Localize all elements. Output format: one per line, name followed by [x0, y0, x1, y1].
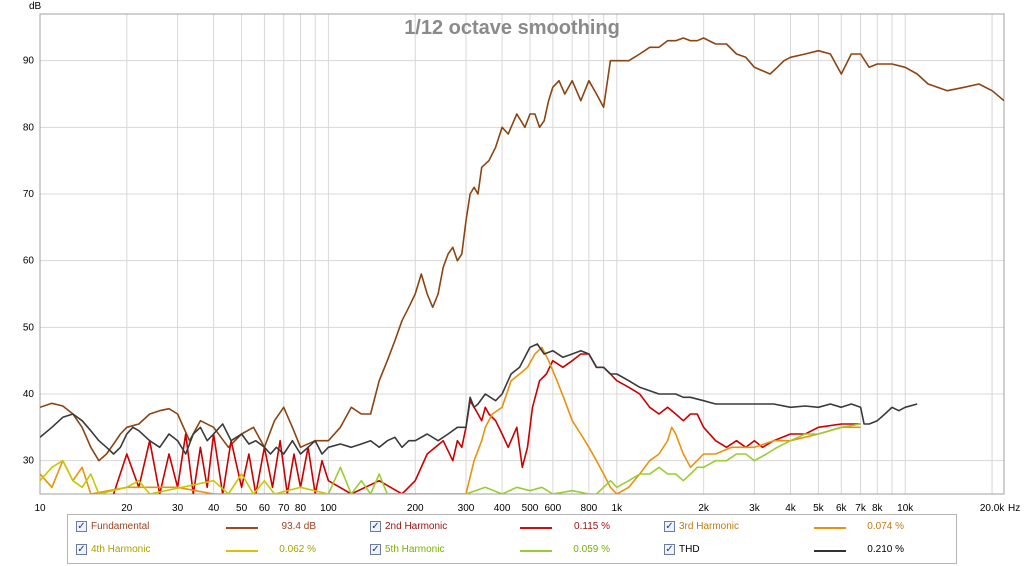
x-tick-label: 4k	[785, 503, 797, 512]
x-tick-label: 400	[494, 503, 511, 512]
y-tick-label: 90	[23, 56, 35, 67]
legend-value: 93.4 dB	[281, 521, 316, 532]
x-tick-labels: 10 20 30 40 50 60 70 80 100 200 300 400 500 600 800 1k 2…	[34, 503, 1005, 512]
legend-series-name: THD	[679, 544, 700, 555]
x-tick-label: 80	[295, 503, 307, 512]
y-tick-labels: 30 40 50 60 70 80 90	[23, 56, 35, 467]
x-tick-label: 20	[121, 503, 133, 512]
grid	[40, 14, 1004, 494]
legend: ✓ Fundamental 93.4 dB ✓ 2nd Harmonic 0.115 % ✓…	[67, 514, 957, 564]
legend-checkbox[interactable]: ✓	[370, 544, 381, 555]
series-line-thd	[40, 343, 918, 455]
legend-swatch	[814, 550, 846, 552]
x-tick-label: 20.0k	[980, 503, 1005, 512]
x-tick-label: 100	[320, 503, 337, 512]
x-tick-label: 7k	[855, 503, 867, 512]
x-tick-label: 600	[544, 503, 561, 512]
x-tick-label: 10	[34, 503, 46, 512]
legend-series-name: 4th Harmonic	[91, 544, 151, 555]
x-tick-label: 50	[236, 503, 248, 512]
y-tick-label: 60	[23, 256, 35, 267]
plot-frame	[39, 13, 1005, 495]
legend-checkbox[interactable]: ✓	[664, 521, 675, 532]
legend-item-fundamental[interactable]: ✓ Fundamental 93.4 dB	[76, 518, 336, 538]
legend-item-2nd-harmonic[interactable]: ✓ 2nd Harmonic 0.115 %	[370, 518, 630, 538]
x-tick-label: 60	[259, 503, 271, 512]
series-line-3rd-harmonic	[40, 346, 861, 494]
x-tick-label: 2k	[698, 503, 710, 512]
y-tick-label: 80	[23, 122, 35, 133]
legend-swatch	[520, 527, 552, 529]
legend-value: 0.115 %	[574, 521, 610, 532]
series-line-4th-harmonic	[40, 459, 329, 494]
series-line-2nd-harmonic	[112, 353, 861, 494]
plot-background	[40, 14, 1004, 494]
y-tick-label: 40	[23, 389, 35, 400]
legend-value: 0.210 %	[867, 544, 904, 555]
series-group	[40, 37, 1004, 494]
legend-series-name: 5th Harmonic	[385, 544, 445, 555]
x-tick-label: 5k	[813, 503, 825, 512]
legend-swatch	[814, 527, 846, 529]
x-tick-label: 30	[172, 503, 184, 512]
y-tick-label: 50	[23, 322, 35, 333]
legend-item-4th-harmonic[interactable]: ✓ 4th Harmonic 0.062 %	[76, 541, 336, 561]
x-tick-label: 1k	[612, 503, 624, 512]
legend-checkbox[interactable]: ✓	[76, 521, 87, 532]
legend-swatch	[226, 550, 258, 552]
y-tick-label: 30	[23, 456, 35, 467]
thd-chart: 30 40 50 60 70 80 90 10 20 30 40 50 60 70 80 100 200 300…	[23, 1, 1020, 512]
x-tick-label: 70	[278, 503, 290, 512]
legend-checkbox[interactable]: ✓	[370, 521, 381, 532]
x-tick-label: 200	[407, 503, 424, 512]
series-line-fundamental	[40, 37, 1004, 462]
x-tick-label: 8k	[872, 503, 884, 512]
legend-swatch	[226, 527, 258, 529]
series-line-5th-harmonic	[327, 423, 861, 494]
x-tick-label: 500	[522, 503, 539, 512]
legend-value: 0.059 %	[573, 544, 610, 555]
legend-value: 0.074 %	[867, 521, 904, 532]
legend-checkbox[interactable]: ✓	[76, 544, 87, 555]
legend-swatch	[520, 550, 552, 552]
legend-series-name: Fundamental	[91, 521, 150, 532]
x-axis-unit: Hz	[1008, 503, 1020, 512]
x-tick-label: 10k	[897, 503, 914, 512]
legend-checkbox[interactable]: ✓	[664, 544, 675, 555]
chart-title: 1/12 octave smoothing	[404, 17, 620, 39]
legend-series-name: 3rd Harmonic	[679, 521, 740, 532]
legend-series-name: 2nd Harmonic	[385, 521, 448, 532]
legend-value: 0.062 %	[279, 544, 316, 555]
y-axis-label: dB	[29, 1, 42, 12]
x-tick-label: 6k	[836, 503, 848, 512]
x-tick-label: 3k	[749, 503, 761, 512]
x-tick-label: 40	[208, 503, 220, 512]
legend-item-5th-harmonic[interactable]: ✓ 5th Harmonic 0.059 %	[370, 541, 630, 561]
legend-item-thd[interactable]: ✓ THD 0.210 %	[664, 541, 924, 561]
legend-item-3rd-harmonic[interactable]: ✓ 3rd Harmonic 0.074 %	[664, 518, 924, 538]
y-tick-label: 70	[23, 189, 35, 200]
x-tick-label: 300	[458, 503, 475, 512]
x-tick-label: 800	[581, 503, 598, 512]
